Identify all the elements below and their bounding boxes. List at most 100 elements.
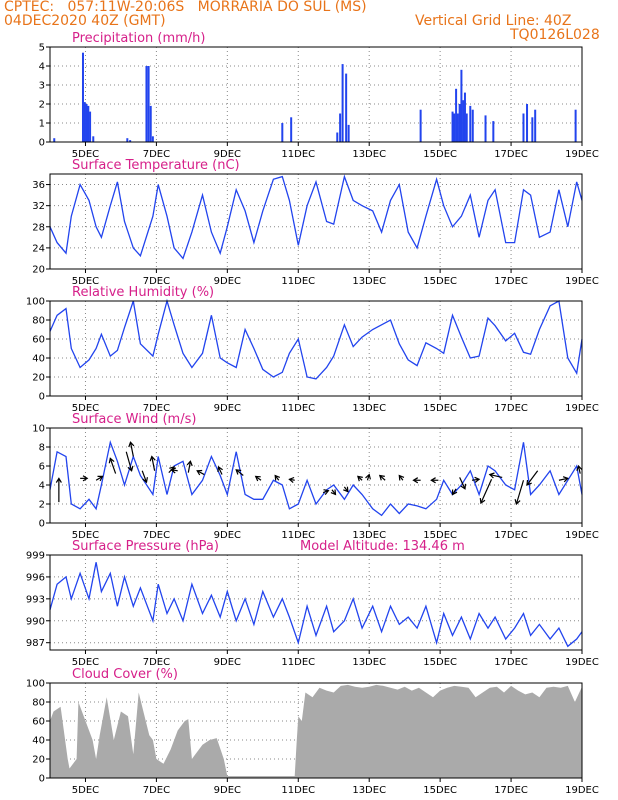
precip-ytick-label: 5: [39, 43, 45, 54]
cloud-xtick-label: 19DEC: [565, 785, 599, 796]
precip-bar: [465, 113, 468, 142]
cloud-title: Cloud Cover (%): [72, 667, 178, 682]
precip-ytick-label: 2: [39, 100, 45, 111]
temp-xtick-label: 11DEC: [281, 276, 315, 287]
wind-arrowhead: [142, 477, 148, 484]
precip-bar: [484, 115, 487, 142]
precip-xtick-label: 17DEC: [494, 149, 528, 160]
temp-line: [49, 174, 583, 260]
wind-arrowhead: [127, 465, 134, 472]
wind-vector: [480, 479, 493, 504]
temp-xtick-label: 5DEC: [72, 276, 99, 287]
temp-ytick-label: 24: [32, 243, 45, 254]
wind-arrowhead: [330, 489, 337, 496]
temp-xtick-label: 17DEC: [494, 276, 528, 287]
wind-xtick-label: 9DEC: [214, 530, 241, 541]
wind-xtick-label: 17DEC: [494, 530, 528, 541]
pres-xtick-label: 11DEC: [281, 657, 315, 668]
precip-bar: [347, 124, 350, 142]
temp-xtick-label: 7DEC: [143, 276, 170, 287]
rh-ytick-label: 20: [32, 373, 45, 384]
precip-bar: [419, 109, 422, 142]
wind-vector: [141, 470, 148, 483]
wind-ytick-label: 2: [39, 500, 45, 511]
header-left-1: CPTEC: 057:11W-20:06S MORRARIA DO SUL (M…: [4, 0, 367, 15]
precip-bar: [290, 117, 293, 142]
wind-arrowhead: [514, 499, 521, 506]
cloud-frame: [49, 682, 583, 779]
precip-xtick-label: 5DEC: [72, 149, 99, 160]
precip-xtick-label: 15DEC: [423, 149, 457, 160]
cloud-xtick-label: 11DEC: [281, 785, 315, 796]
wind-arrowhead: [357, 475, 363, 482]
rh-xtick-label: 13DEC: [352, 403, 386, 414]
wind-arrowhead: [474, 476, 481, 483]
precip-bar: [147, 66, 150, 142]
precip-ytick-label: 4: [39, 62, 45, 73]
pres-line: [49, 562, 583, 648]
precip-bar: [126, 138, 129, 142]
precip-bar: [341, 64, 344, 142]
pres-frame: [49, 554, 583, 651]
wind-arrowhead: [378, 474, 385, 481]
precip-bar: [85, 104, 88, 142]
rh-frame: [49, 300, 583, 397]
header-right-1: Vertical Grid Line: 40Z: [415, 13, 572, 29]
wind-arrowhead: [488, 472, 495, 479]
wind-xtick-label: 11DEC: [281, 530, 315, 541]
pres-ytick-label: 987: [26, 638, 45, 649]
rh-ytick-label: 80: [32, 316, 45, 327]
temp-xtick-label: 13DEC: [352, 276, 386, 287]
precip-bar: [81, 52, 84, 143]
wind-arrowhead: [412, 477, 419, 484]
wind-arrowhead: [576, 464, 583, 471]
wind-ytick-label: 8: [39, 443, 45, 454]
wind-xtick-label: 7DEC: [143, 530, 170, 541]
wind-arrowhead: [398, 474, 405, 481]
precip-bar: [453, 113, 456, 142]
wind-frame: [49, 427, 583, 524]
precip-bar: [471, 109, 474, 142]
wind-xtick-label: 15DEC: [423, 530, 457, 541]
rh-xtick-label: 19DEC: [565, 403, 599, 414]
rh-xtick-label: 15DEC: [423, 403, 457, 414]
wind-vector: [526, 470, 539, 486]
wind-arrowhead: [451, 489, 458, 496]
wind-vector: [489, 473, 503, 478]
rh-xtick-label: 7DEC: [143, 403, 170, 414]
temp-frame: [49, 173, 583, 270]
precip-frame: [49, 46, 583, 143]
precip-xtick-label: 9DEC: [214, 149, 241, 160]
pres-annotation: Model Altitude: 134.46 m: [300, 539, 465, 554]
precip-bar: [458, 104, 461, 142]
wind-arrowhead: [108, 457, 115, 464]
temp-xtick-label: 9DEC: [214, 276, 241, 287]
wind-ytick-label: 6: [39, 462, 45, 473]
cloud-ytick-label: 100: [26, 679, 45, 690]
precip-bar: [129, 140, 132, 142]
temp-xtick-label: 19DEC: [565, 276, 599, 287]
precip-bar: [92, 136, 95, 142]
wind-title: Surface Wind (m/s): [72, 412, 196, 427]
precip-bar: [534, 109, 537, 142]
cloud-xtick-label: 17DEC: [494, 785, 528, 796]
rh-ytick-label: 100: [26, 297, 45, 308]
precip-bar: [89, 111, 92, 142]
pres-xtick-label: 17DEC: [494, 657, 528, 668]
pres-xtick-label: 15DEC: [423, 657, 457, 668]
wind-arrowhead: [365, 473, 371, 480]
wind-vector: [235, 469, 244, 476]
wind-arrowhead: [323, 489, 330, 495]
wind-arrowhead: [82, 475, 89, 482]
cloud-xtick-label: 9DEC: [214, 785, 241, 796]
precip-bar: [451, 111, 454, 142]
precip-ytick-label: 3: [39, 81, 45, 92]
wind-arrowhead: [196, 469, 203, 476]
precip-bar: [281, 123, 284, 142]
pres-ytick-label: 996: [26, 572, 45, 583]
pres-xtick-label: 5DEC: [72, 657, 99, 668]
wind-vector: [151, 456, 156, 471]
rh-xtick-label: 5DEC: [72, 403, 99, 414]
wind-vector: [109, 458, 117, 474]
